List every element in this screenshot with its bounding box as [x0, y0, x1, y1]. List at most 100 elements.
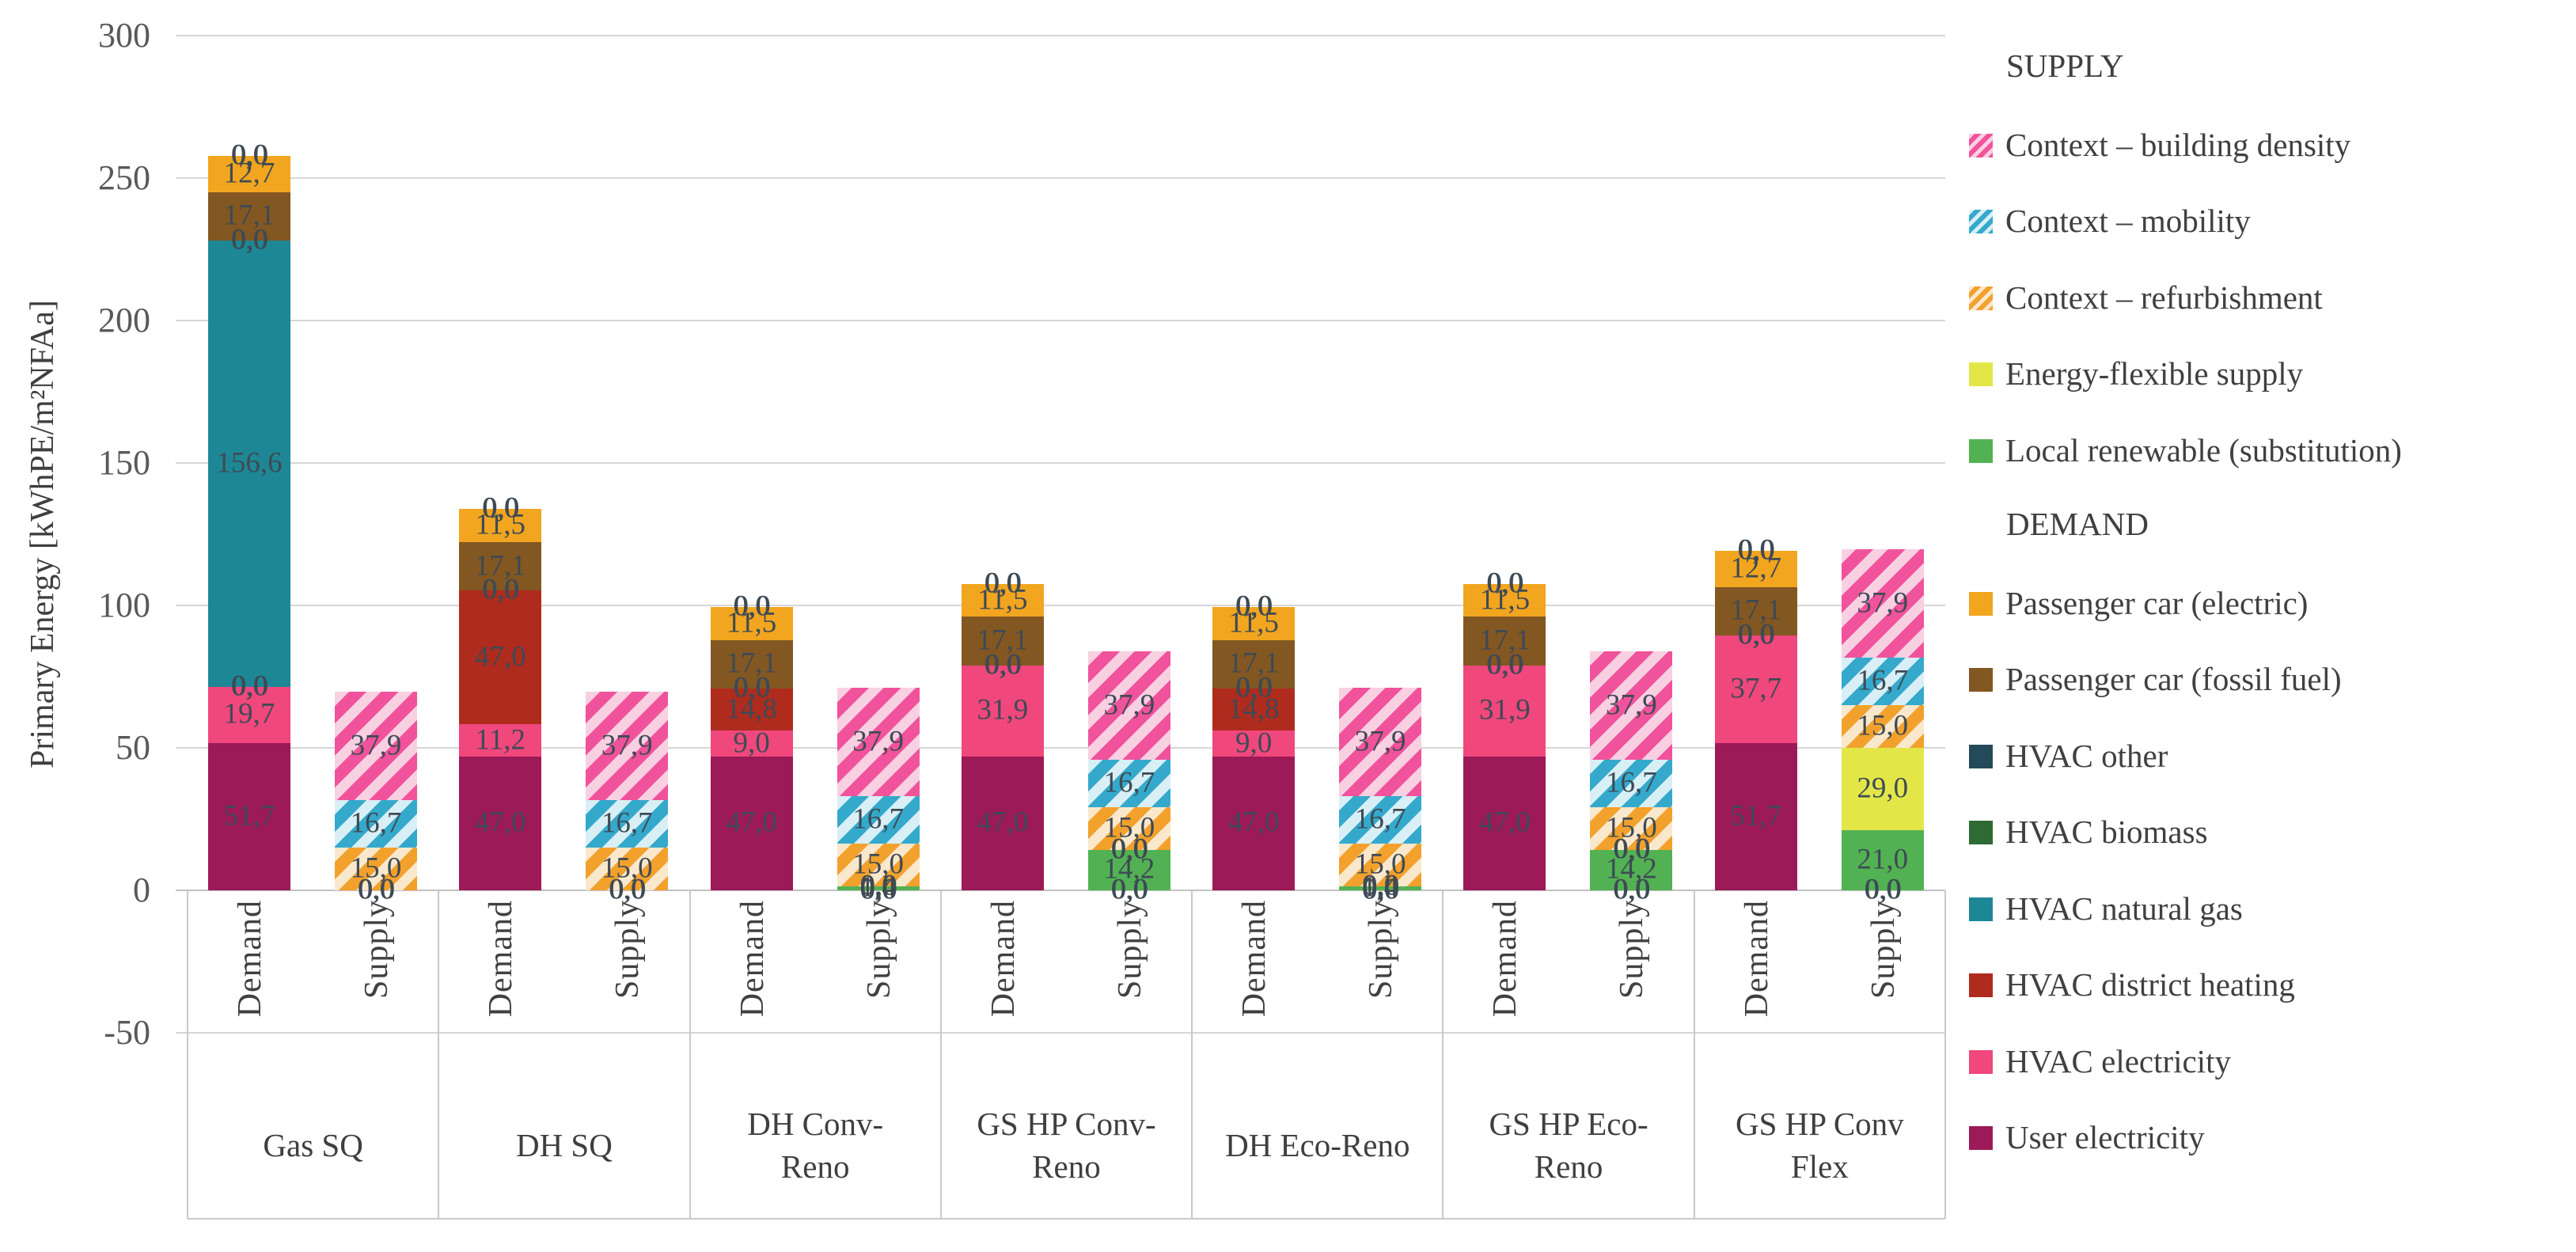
data-label: 47,0	[474, 806, 526, 839]
y-axis-tick-label: 150	[98, 443, 150, 482]
bar-segment-context_building_density	[837, 688, 920, 796]
data-label: 11,5	[977, 583, 1028, 617]
y-axis-tick-label: -50	[104, 1013, 150, 1052]
data-label: 31,9	[977, 693, 1029, 727]
axis-border-vertical	[187, 890, 188, 1219]
legend-item-label: HVAC electricity	[2005, 1042, 2232, 1079]
y-axis-title: Primary Energy [kWhPE/m²NFAa]	[25, 300, 61, 768]
y-axis-tick-label: 0	[133, 871, 150, 909]
bar-segment-hvac_natural_gas	[208, 241, 290, 687]
legend-header-demand: DEMAND	[2006, 506, 2149, 542]
bar-segment-user_electricity	[208, 742, 290, 890]
legend-item-label: HVAC other	[2005, 737, 2168, 774]
legend-swatch-context_building_density	[1969, 133, 1993, 157]
data-label: 15,0	[1606, 811, 1657, 844]
bar-segment-context_building_density	[1841, 549, 1924, 658]
bar-segment-context_building_density	[1339, 688, 1422, 796]
bar-segment-car_electric	[1714, 550, 1797, 587]
bar-segment-car_electric	[459, 509, 542, 542]
data-label: 15,0	[1857, 709, 1909, 742]
bar-segment-user_electricity	[1463, 756, 1546, 890]
x-axis-group-label: DH Eco-Reno	[1192, 1086, 1443, 1205]
bar-sublabel-supply: Supply	[609, 900, 647, 1000]
data-label: 15,0	[852, 848, 904, 881]
bar-segment-context_refurbishment	[1841, 705, 1924, 748]
legend-swatch-user_electricity	[1969, 1126, 1993, 1150]
x-axis-group-label-line: DH Eco-Reno	[1225, 1127, 1410, 1163]
bar-sublabel-supply: Supply	[359, 900, 395, 1000]
legend-header-supply: SUPPLY	[2006, 47, 2124, 84]
data-label: 47,0	[1479, 806, 1531, 839]
data-label: 16,7	[852, 802, 904, 836]
legend-item-label: Passenger car (fossil fuel)	[2005, 661, 2342, 698]
data-label: 0,0	[1362, 869, 1399, 902]
bar-segment-hvac_district_heating	[710, 689, 793, 731]
x-axis-group-label-line: Reno	[1032, 1148, 1101, 1185]
y-axis-tick-label: 50	[116, 728, 150, 767]
bar-sublabel-demand: Demand	[734, 900, 771, 1018]
x-axis-group-label: DH SQ	[438, 1086, 689, 1205]
x-axis-group-label-line: GS HP Eco-	[1489, 1106, 1648, 1142]
data-label: 17,1	[726, 647, 777, 680]
bar-segment-context_mobility	[1087, 759, 1170, 807]
data-label: 0,0	[1110, 833, 1148, 866]
data-label: 0,0	[230, 138, 268, 172]
data-label: 14,8	[1227, 692, 1280, 726]
gridline-50	[176, 747, 1945, 749]
legend-swatch-hvac_natural_gas	[1969, 897, 1993, 921]
bar-sublabel-demand: Demand	[1236, 900, 1273, 1018]
data-label: 16,7	[1103, 766, 1155, 799]
data-label: 11,5	[475, 508, 525, 541]
bar-segment-user_electricity	[1714, 742, 1797, 890]
data-label: 51,7	[1730, 799, 1782, 833]
data-label: 0,0	[230, 670, 268, 703]
data-label: 0,0	[1613, 833, 1650, 866]
legend-item-car_fossil: Passenger car (fossil fuel)	[1969, 658, 2342, 702]
bar-segment-hvac_electricity	[459, 724, 542, 757]
legend-item-label: Context – refurbishment	[2005, 279, 2323, 316]
data-label: 0,0	[859, 873, 897, 906]
bar-segment-hvac_electricity	[1714, 635, 1797, 743]
bar-segment-local_renewable	[1841, 830, 1924, 890]
bar-segment-local_renewable	[1339, 886, 1422, 890]
bar-segment-context_refurbishment	[837, 843, 920, 886]
bar-segment-context_mobility	[335, 799, 417, 848]
data-label: 17,1	[1227, 647, 1280, 680]
data-label: 0,0	[1486, 648, 1523, 681]
data-label: 0,0	[482, 491, 519, 525]
data-label: 37,9	[852, 725, 904, 758]
gridline-200	[176, 320, 1945, 321]
legend-item-car_electric: Passenger car (electric)	[1969, 582, 2308, 626]
x-axis-group-label-line: DH SQ	[515, 1127, 613, 1163]
legend-swatch-local_renewable	[1969, 438, 1993, 463]
legend-item-context_refurbishment: Context – refurbishment	[1969, 276, 2323, 321]
axis-border-vertical	[1191, 890, 1193, 1219]
data-label: 0,0	[482, 573, 519, 606]
data-label: 47,0	[474, 640, 526, 673]
data-label: 37,9	[1354, 725, 1406, 758]
data-label: 16,7	[601, 806, 653, 840]
legend-swatch-hvac_district_heating	[1969, 973, 1993, 997]
bar-segment-car_electric	[208, 155, 290, 192]
bar-sublabel-supply: Supply	[1614, 900, 1651, 1000]
bar-sublabel-supply: Supply	[860, 900, 897, 1000]
bar-segment-car_electric	[1463, 584, 1546, 617]
bar-sublabel-demand: Demand	[1487, 900, 1524, 1018]
data-label: 37,9	[1606, 689, 1657, 722]
data-label: 16,7	[1606, 766, 1657, 799]
data-label: 0,0	[230, 223, 268, 256]
legend-item-label: Context – building density	[2005, 126, 2351, 163]
data-label: 17,1	[474, 549, 526, 582]
bar-segment-context_refurbishment	[1339, 843, 1422, 886]
bar-segment-energy_flexible	[1841, 748, 1924, 831]
bar-segment-hvac_district_heating	[1212, 689, 1296, 731]
bar-sublabel-supply: Supply	[1865, 900, 1902, 1000]
bar-segment-context_mobility	[1590, 759, 1673, 807]
data-label: 0,0	[1235, 590, 1273, 623]
data-label: 0,0	[1110, 873, 1148, 906]
x-axis-group-label-line: GS HP Conv-	[977, 1106, 1156, 1142]
data-label: 19,7	[223, 697, 275, 730]
data-label: 21,0	[1857, 843, 1909, 876]
bar-segment-user_electricity	[710, 756, 793, 890]
